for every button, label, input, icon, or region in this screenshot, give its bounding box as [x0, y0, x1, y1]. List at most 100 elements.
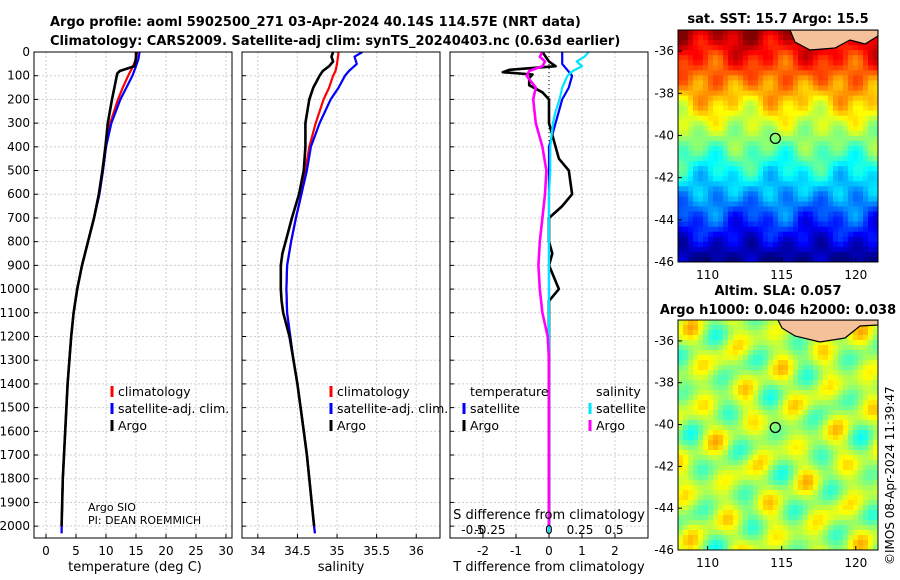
sst-cell	[788, 251, 794, 258]
sst-cell	[748, 65, 754, 71]
sst-cell	[763, 120, 769, 127]
sst-cell	[803, 75, 809, 81]
sla-cell	[823, 440, 829, 446]
sst-cell	[853, 45, 859, 51]
sla-cell	[798, 425, 804, 431]
sla-cell	[873, 335, 878, 341]
sla-cell	[863, 365, 869, 371]
sla-cell	[848, 385, 854, 391]
sst-cell	[823, 55, 829, 61]
sla-cell	[813, 470, 819, 476]
sla-cell	[773, 530, 779, 536]
sst-cell	[803, 156, 809, 162]
sla-cell	[828, 525, 834, 531]
sst-cell	[853, 100, 859, 107]
sla-cell	[713, 385, 719, 391]
sst-cell	[833, 201, 839, 208]
sla-cell	[863, 430, 869, 436]
sla-cell	[793, 415, 799, 421]
sla-cell	[728, 385, 734, 391]
sst-cell	[683, 156, 689, 162]
sst-cell	[853, 105, 859, 112]
sst-cell	[833, 65, 839, 71]
sla-cell	[698, 370, 704, 376]
sla-cell	[718, 535, 724, 541]
sla-cell	[738, 375, 744, 381]
sst-cell	[708, 241, 714, 248]
sst-cell	[748, 231, 754, 238]
sst-cell	[713, 221, 719, 228]
sst-cell	[848, 246, 854, 253]
sla-cell	[683, 465, 689, 471]
sst-cell	[783, 251, 789, 258]
sst-cell	[728, 146, 734, 152]
sst-cell	[793, 50, 799, 56]
sst-cell	[783, 241, 789, 248]
sla-cell	[863, 325, 869, 331]
sla-cell	[763, 545, 769, 550]
sla-cell	[738, 360, 744, 366]
sla-cell	[768, 380, 774, 386]
sst-cell	[713, 115, 719, 122]
sst-cell	[838, 226, 844, 233]
sst-cell	[818, 95, 824, 102]
sla-cell	[783, 340, 789, 346]
sla-cell	[703, 500, 709, 506]
sla-cell	[698, 395, 704, 401]
sla-cell	[853, 355, 859, 361]
sla-cell	[803, 535, 809, 541]
sst-cell	[833, 120, 839, 127]
sst-cell	[678, 181, 684, 187]
sst-cell	[718, 166, 724, 172]
sst-map-title: sat. SST: 15.7 Argo: 15.5	[687, 12, 868, 27]
sst-cell	[713, 146, 719, 152]
sla-cell	[753, 335, 759, 341]
sla-cell	[828, 475, 834, 481]
sst-cell	[818, 211, 824, 218]
sst-cell	[863, 246, 869, 253]
sla-cell	[793, 385, 799, 391]
sla-cell	[773, 520, 779, 526]
sst-cell	[858, 201, 864, 208]
sst-cell	[688, 120, 694, 127]
sla-cell	[823, 460, 829, 466]
sla-cell	[728, 405, 734, 411]
sst-cell	[813, 171, 819, 177]
sla-cell	[768, 520, 774, 526]
sla-cell	[678, 465, 684, 471]
sst-cell	[793, 146, 799, 152]
sla-cell	[873, 375, 878, 381]
sst-cell	[733, 45, 739, 51]
sst-cell	[808, 196, 814, 202]
sla-cell	[868, 420, 874, 426]
sla-cell	[768, 405, 774, 411]
sla-cell	[853, 445, 859, 451]
sst-cell	[693, 60, 699, 66]
sst-cell	[763, 236, 769, 243]
sst-cell	[798, 211, 804, 218]
sst-cell	[858, 55, 864, 61]
depth-tick-label: 400	[7, 140, 30, 154]
sla-cell	[713, 405, 719, 411]
sla-cell	[773, 345, 779, 351]
sst-cell	[848, 130, 854, 137]
sla-cell	[773, 365, 779, 371]
sla-cell	[718, 530, 724, 536]
sla-cell	[733, 385, 739, 391]
sla-cell	[813, 380, 819, 386]
sla-cell	[713, 520, 719, 526]
sst-cell	[788, 186, 794, 192]
sla-cell	[828, 385, 834, 391]
sst-cell	[833, 186, 839, 192]
sla-cell	[778, 325, 784, 331]
sst-cell	[678, 55, 684, 61]
sst-cell	[838, 256, 844, 262]
sst-cell	[743, 231, 749, 238]
sla-cell	[703, 410, 709, 416]
sla-cell	[738, 395, 744, 401]
sla-cell	[858, 340, 864, 346]
sst-cell	[743, 146, 749, 152]
sst-cell	[768, 70, 774, 76]
sla-cell	[843, 385, 849, 391]
